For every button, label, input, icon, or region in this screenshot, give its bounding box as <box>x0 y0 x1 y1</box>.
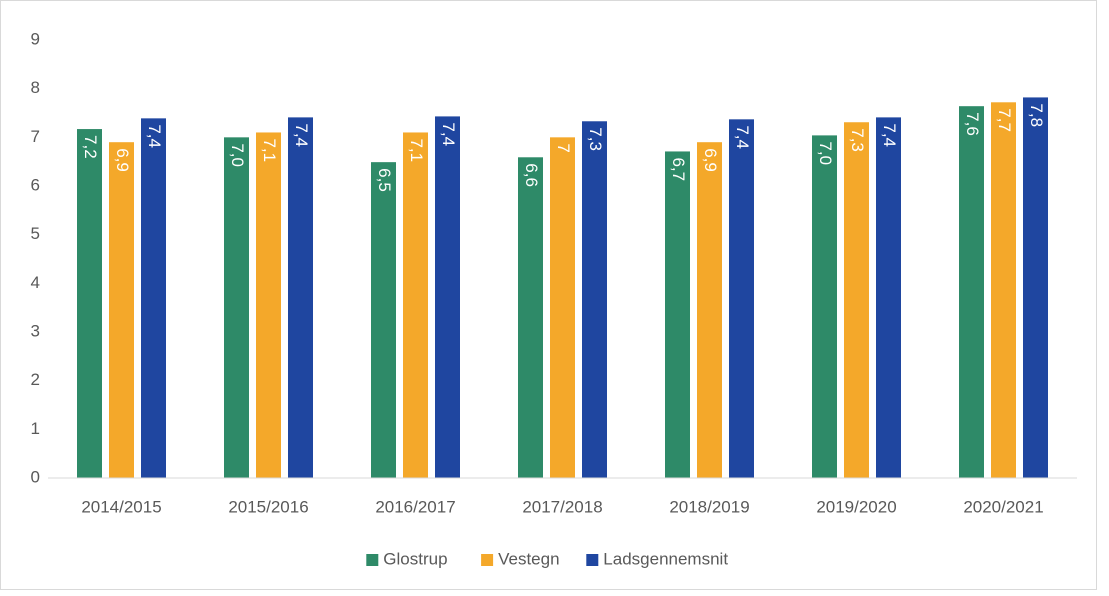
value-label: 7,6 <box>963 112 982 136</box>
y-tick-label: 3 <box>31 321 40 340</box>
bar <box>109 142 134 478</box>
value-label: 7,2 <box>81 135 100 159</box>
value-label: 7,4 <box>292 123 311 147</box>
value-label: 7,4 <box>145 124 164 148</box>
value-label: 7,3 <box>586 127 605 151</box>
x-tick-label: 2016/2017 <box>375 497 455 516</box>
bar <box>876 117 901 478</box>
bar <box>224 137 249 479</box>
bar <box>435 116 460 478</box>
x-tick-label: 2014/2015 <box>81 497 161 516</box>
bar <box>729 119 754 479</box>
bar <box>288 117 313 478</box>
value-label: 7,4 <box>733 125 752 149</box>
y-tick-label: 1 <box>31 419 40 438</box>
bar <box>582 121 607 479</box>
x-tick-label: 2020/2021 <box>963 497 1043 516</box>
bar <box>371 162 396 479</box>
value-label: 7,7 <box>995 108 1014 132</box>
legend-swatch <box>481 554 494 566</box>
value-label: 7,0 <box>816 141 835 165</box>
y-tick-label: 8 <box>31 78 40 97</box>
x-tick-label: 2018/2019 <box>669 497 749 516</box>
value-label: 7,8 <box>1027 103 1046 127</box>
value-label: 7,3 <box>848 128 867 152</box>
bar <box>1023 97 1048 478</box>
legend-label: Vestegn <box>498 549 559 568</box>
value-label: 6,6 <box>522 163 541 187</box>
value-label: 7,4 <box>880 123 899 147</box>
bar <box>77 129 102 478</box>
bar <box>141 118 166 478</box>
x-tick-label: 2019/2020 <box>816 497 896 516</box>
bar <box>991 102 1016 478</box>
value-label: 7,4 <box>439 122 458 146</box>
legend-label: Ladsgennemsnit <box>603 549 728 568</box>
value-label: 6,9 <box>113 148 132 172</box>
y-tick-label: 7 <box>31 127 40 146</box>
bar <box>403 132 428 478</box>
y-tick-label: 5 <box>31 224 40 243</box>
y-tick-label: 4 <box>31 273 40 292</box>
x-tick-label: 2017/2018 <box>522 497 602 516</box>
legend-label: Glostrup <box>383 549 447 568</box>
value-label: 6,5 <box>375 168 394 192</box>
bar <box>844 122 869 478</box>
value-label: 7,0 <box>228 143 247 167</box>
legend-swatch <box>586 554 599 566</box>
value-label: 7 <box>554 143 573 152</box>
legend-swatch <box>366 554 379 566</box>
bar <box>812 135 837 479</box>
y-tick-label: 9 <box>31 29 40 48</box>
y-tick-label: 2 <box>31 370 40 389</box>
bar <box>697 142 722 478</box>
y-tick-label: 6 <box>31 175 40 194</box>
chart-border <box>0 0 1097 590</box>
value-label: 7,1 <box>260 138 279 162</box>
value-label: 6,7 <box>669 157 688 181</box>
bar <box>665 151 690 479</box>
value-label: 7,1 <box>407 138 426 162</box>
y-tick-label: 0 <box>31 467 40 486</box>
bar <box>550 137 575 479</box>
bar <box>959 106 984 478</box>
bar <box>518 157 543 478</box>
bar <box>256 132 281 478</box>
value-label: 6,9 <box>701 148 720 172</box>
x-tick-label: 2015/2016 <box>228 497 308 516</box>
